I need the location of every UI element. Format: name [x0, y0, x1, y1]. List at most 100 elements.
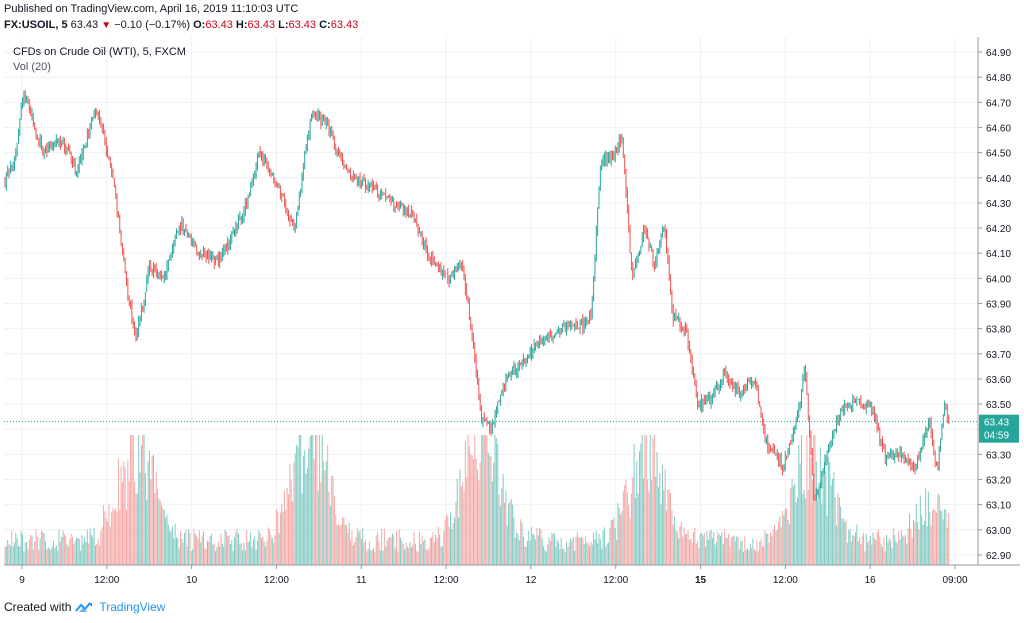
- volume-bar: [440, 546, 442, 565]
- volume-bar: [934, 510, 936, 565]
- open-value: 63.43: [205, 19, 233, 31]
- volume-bar: [42, 531, 44, 565]
- volume-bar: [863, 532, 865, 565]
- high-label: H:: [235, 19, 248, 31]
- volume-bar: [439, 534, 441, 565]
- volume-bar: [644, 435, 646, 565]
- volume-bar: [856, 524, 858, 565]
- y-tick-label: 64.30: [986, 199, 1011, 210]
- volume-bar: [823, 453, 825, 565]
- volume-bar: [864, 551, 866, 565]
- volume-bar: [23, 551, 25, 565]
- volume-bar: [255, 549, 257, 565]
- volume-bar: [278, 532, 280, 565]
- volume-bar: [258, 529, 260, 565]
- volume-bar: [433, 542, 435, 565]
- volume-bar: [774, 525, 775, 565]
- volume-bar: [945, 510, 947, 565]
- volume-bar: [328, 491, 330, 565]
- volume-bar: [875, 540, 877, 565]
- close-value: 63.43: [330, 19, 359, 31]
- volume-bar: [890, 540, 892, 565]
- volume-bar: [55, 545, 57, 565]
- volume-bar: [456, 478, 458, 565]
- volume-bar: [622, 491, 624, 565]
- volume-bar: [65, 536, 67, 565]
- volume-bar: [927, 491, 929, 565]
- price-tag: [979, 414, 1019, 443]
- x-tick-label: 15: [695, 575, 707, 586]
- volume-bar: [617, 503, 619, 565]
- volume-bar: [867, 542, 869, 565]
- volume-bar: [491, 481, 493, 565]
- volume-bar: [549, 540, 551, 565]
- volume-bar: [67, 546, 69, 565]
- volume-bar: [805, 498, 807, 565]
- volume-bar: [159, 500, 161, 565]
- volume-bar: [844, 521, 846, 565]
- volume-bar: [526, 541, 528, 565]
- volume-bar: [383, 528, 385, 565]
- price-chart[interactable]: 64.90 64.80 64.70 64.60 64.50 64.40 64.30 64.20…: [4, 37, 1020, 590]
- volume-bar: [896, 543, 898, 565]
- volume-bar: [211, 533, 213, 565]
- price-tag-value: 63.43: [984, 418, 1009, 429]
- volume-bar: [787, 519, 789, 565]
- volume-bar: [153, 454, 154, 565]
- volume-bar: [942, 519, 944, 565]
- volume-bar: [93, 527, 95, 565]
- volume-bar: [124, 467, 126, 565]
- volume-bar: [194, 533, 196, 565]
- volume-bar: [111, 511, 113, 565]
- y-tick-label: 64.20: [986, 224, 1011, 235]
- y-tick-label: 63.70: [986, 350, 1011, 361]
- volume-bar: [293, 462, 295, 565]
- volume-bar: [562, 548, 564, 565]
- volume-bar: [53, 540, 55, 565]
- volume-bar: [450, 512, 451, 565]
- volume-bar: [119, 509, 121, 565]
- volume-bar: [811, 479, 813, 565]
- volume-bar: [895, 541, 897, 565]
- volume-bar: [720, 535, 721, 565]
- volume-bar: [355, 536, 357, 565]
- volume-bar: [543, 546, 545, 565]
- volume-bar: [108, 504, 110, 565]
- volume-bar: [155, 471, 157, 565]
- volume-bar: [352, 545, 354, 565]
- y-tick-label: 64.50: [986, 149, 1011, 160]
- volume-bar: [61, 537, 63, 565]
- volume-bar: [340, 524, 342, 565]
- volume-bar: [880, 544, 882, 565]
- volume-bar: [694, 528, 696, 565]
- volume-bar: [772, 529, 774, 565]
- volume-bar: [401, 540, 403, 565]
- volume-bar: [302, 455, 304, 565]
- volume-bar: [32, 549, 34, 565]
- y-tick-label: 63.30: [986, 450, 1011, 461]
- volume-bar: [121, 482, 123, 565]
- volume-bar: [381, 528, 383, 565]
- volume-bar: [684, 534, 686, 565]
- volume-bar: [783, 515, 785, 565]
- volume-bar: [590, 541, 592, 565]
- volume-bar: [343, 517, 345, 565]
- volume-bar: [377, 531, 379, 565]
- volume-bar: [321, 435, 323, 565]
- volume-bar: [174, 523, 176, 565]
- volume-bar: [379, 550, 381, 565]
- volume-bar: [148, 450, 150, 565]
- volume-bar: [402, 543, 404, 565]
- volume-bar: [602, 530, 604, 565]
- volume-bar: [420, 543, 422, 565]
- volume-bar: [454, 517, 456, 565]
- volume-bar: [319, 435, 321, 565]
- volume-bar: [917, 521, 919, 565]
- volume-bar: [493, 462, 495, 565]
- volume-bar: [768, 542, 770, 565]
- volume-bar: [192, 548, 194, 565]
- volume-bar: [292, 501, 294, 565]
- volume-bar: [486, 435, 488, 565]
- volume-bar: [466, 477, 468, 565]
- volume-bar: [848, 530, 850, 565]
